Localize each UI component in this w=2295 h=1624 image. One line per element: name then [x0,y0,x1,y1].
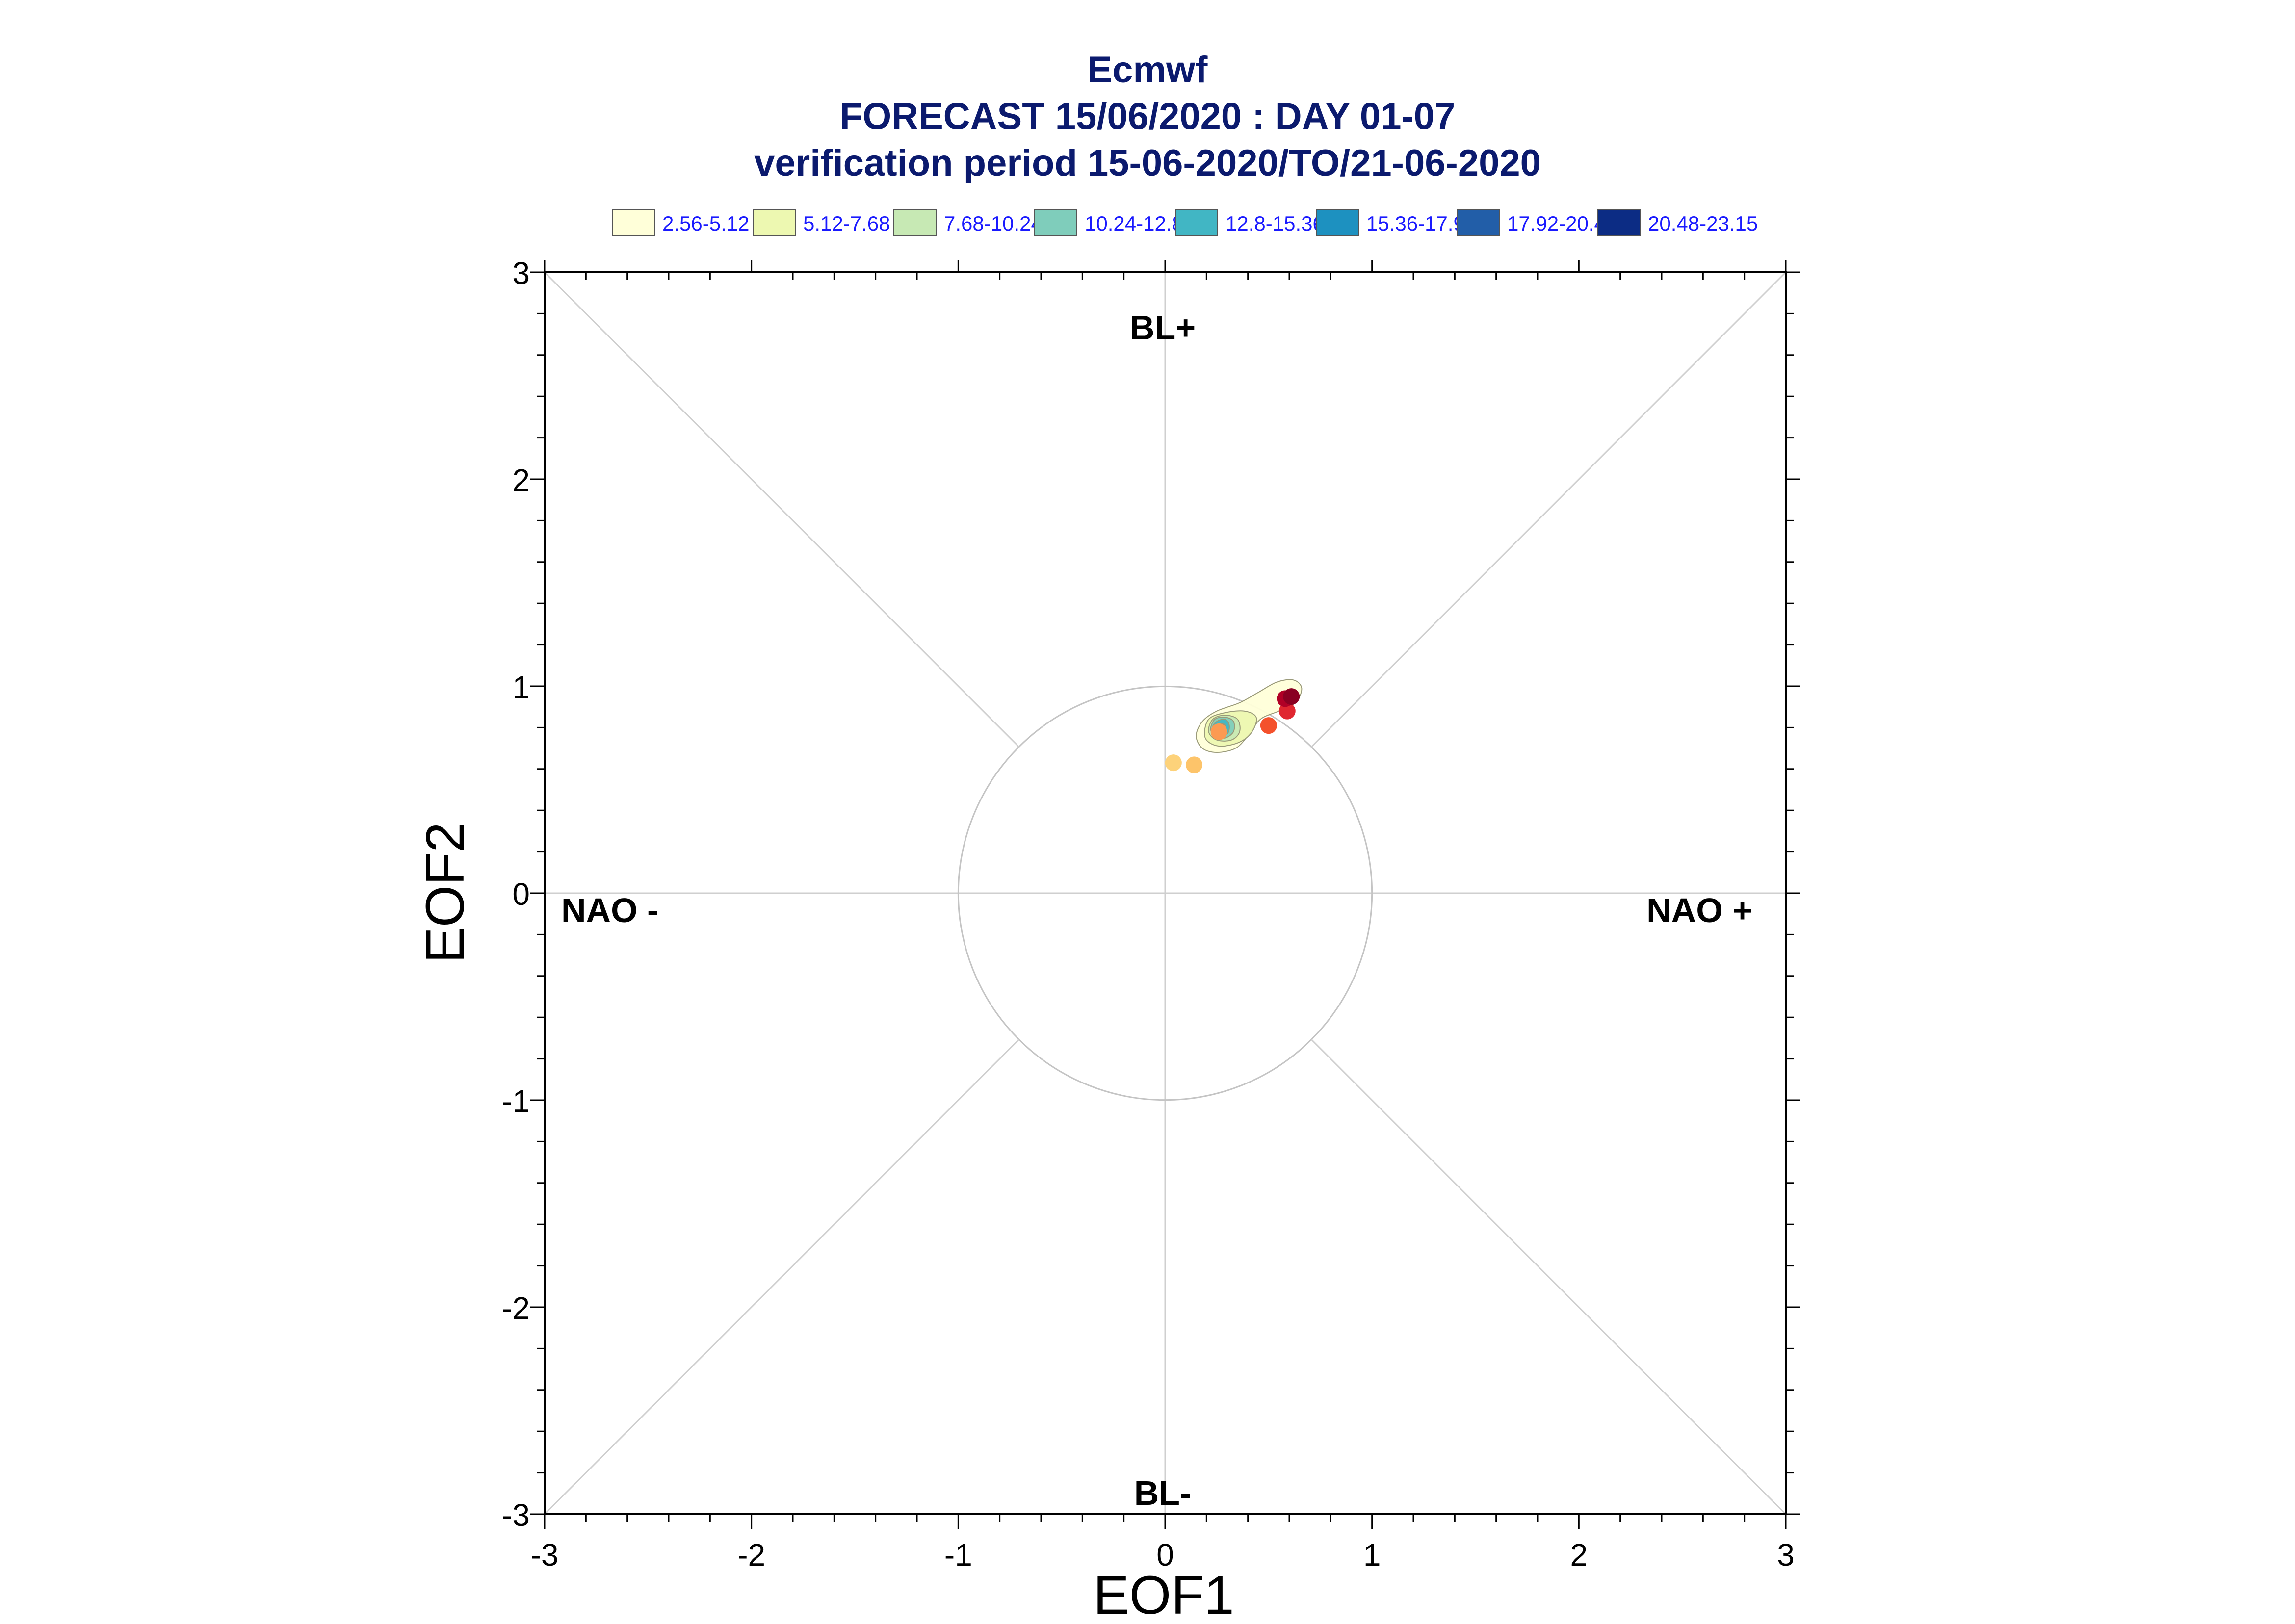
chart-period: verification period 15-06-2020/TO/21-06-… [754,142,1541,184]
y-axis-title: EOF2 [415,822,475,963]
x-tick-label: 2 [1570,1537,1588,1572]
y-tick-label: -3 [502,1497,530,1533]
y-tick-label: -1 [502,1083,530,1119]
y-tick-label: 3 [512,256,530,291]
y-tick-label: 1 [512,670,530,705]
legend-swatch-4 [1175,209,1218,236]
diagonal-line-1 [544,271,1019,748]
data-point-4 [1278,702,1296,720]
legend-label-4: 12.8-15.36 [1226,212,1324,235]
data-point-0 [1165,754,1182,772]
x-tick-label: -1 [944,1537,972,1572]
y-tick-label: -2 [502,1290,530,1326]
legend-label-7: 20.48-23.15 [1648,212,1758,235]
y-tick-label: 0 [512,876,530,912]
legend: 2.56-5.12 5.12-7.68 7.68-10.24 10.24-12.8 12… [612,209,1758,236]
legend-swatch-5 [1316,209,1359,236]
legend-swatch-3 [1034,209,1077,236]
x-tick-label: 0 [1156,1537,1174,1572]
data-point-1 [1186,756,1203,773]
diagonal-line-3 [544,1039,1019,1515]
unit-circle [957,685,1373,1101]
data-points [1165,688,1300,773]
legend-label-3: 10.24-12.8 [1085,212,1183,235]
x-axis-title: EOF1 [1093,1565,1234,1624]
legend-label-1: 5.12-7.68 [803,212,890,235]
x-tick-label: 3 [1777,1537,1795,1572]
diagonal-line-2 [1311,1039,1787,1515]
guide-lines [544,271,1787,1515]
x-tick-label: -2 [737,1537,765,1572]
chart-title: Ecmwf [1087,49,1208,91]
legend-label-2: 7.68-10.24 [944,212,1043,235]
data-point-2 [1210,723,1227,740]
legend-swatch-0 [612,209,655,236]
data-point-3 [1260,717,1277,734]
data-point-6 [1283,688,1300,705]
legend-swatch-2 [893,209,937,236]
legend-swatch-6 [1457,209,1500,236]
x-tick-label: -3 [531,1537,559,1572]
chart-title-block: Ecmwf FORECAST 15/06/2020 : DAY 01-07 ve… [0,47,2295,186]
chart-subtitle: FORECAST 15/06/2020 : DAY 01-07 [839,96,1456,137]
x-tick-label: 1 [1363,1537,1381,1572]
diagonal-line-0 [1311,271,1787,748]
axis-ticks: -3 -2 -1 0 1 2 3 -3 -2 -1 0 1 2 3 [502,256,1800,1572]
region-label-bottom: BL- [1134,1474,1192,1512]
region-label-right: NAO + [1646,891,1752,929]
legend-label-0: 2.56-5.12 [662,212,749,235]
region-label-top: BL+ [1130,309,1196,347]
legend-swatch-1 [753,209,796,236]
region-label-left: NAO - [561,891,658,929]
legend-swatch-7 [1597,209,1641,236]
y-tick-label: 2 [512,463,530,498]
